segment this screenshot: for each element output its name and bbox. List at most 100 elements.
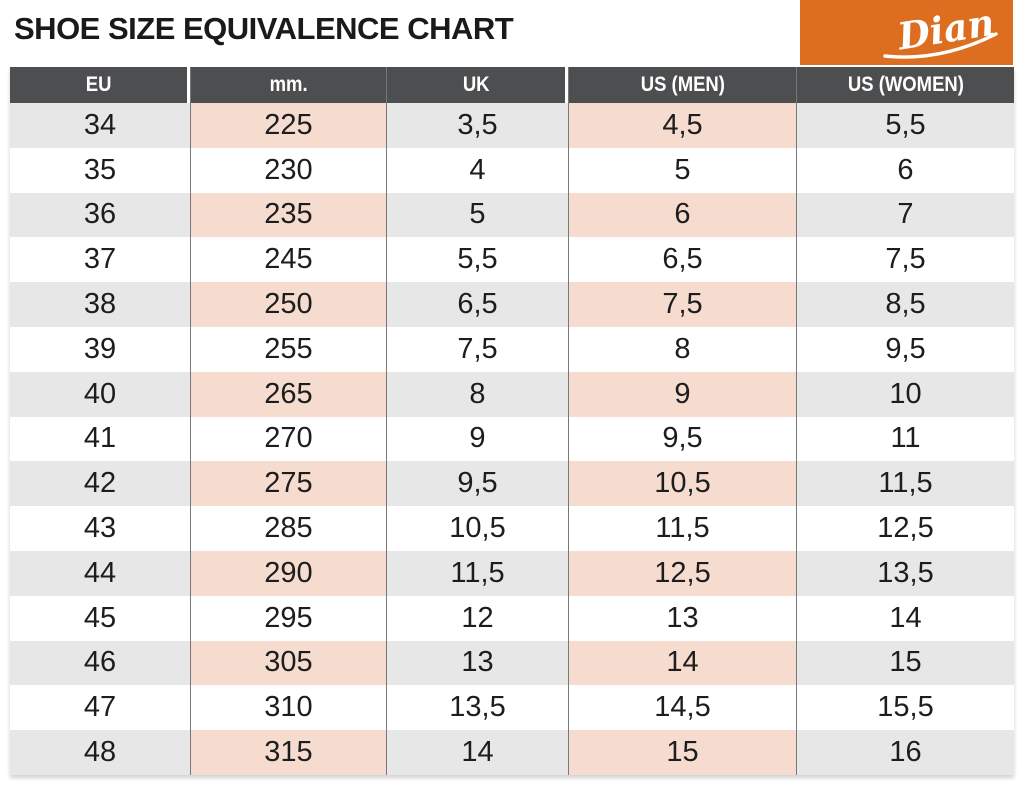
table-body: 34 225 3,5 4,5 5,5 35 230 4 5 6 36 235 5 6 7 37 245 5,5 6,… xyxy=(10,103,1014,775)
table-cell: 13,5 xyxy=(387,685,568,731)
table-cell: 290 xyxy=(190,550,387,596)
table-cell: 5,5 xyxy=(387,237,568,283)
table-row-eu-43: 43 285 10,5 11,5 12,5 xyxy=(10,506,1014,551)
table-cell: 255 xyxy=(190,326,387,372)
table-row-eu-42: 42 275 9,5 10,5 11,5 xyxy=(10,461,1014,507)
table-cell: 245 xyxy=(190,237,387,283)
brand-logo: Dian xyxy=(800,0,1013,65)
table-cell: 12 xyxy=(387,595,568,641)
logo-script-text: Dian xyxy=(894,0,998,59)
table-cell: 9,5 xyxy=(797,326,1014,372)
table-cell: 14,5 xyxy=(568,685,797,731)
table-cell: 13,5 xyxy=(797,550,1014,596)
table-cell: 9,5 xyxy=(568,416,797,462)
table-cell: 8 xyxy=(568,326,797,372)
table-cell: 42 xyxy=(10,461,190,507)
table-cell: 6 xyxy=(568,192,797,238)
table-row-eu-46: 46 305 13 14 15 xyxy=(10,640,1014,686)
table-cell: 44 xyxy=(10,550,190,596)
table-row-eu-44: 44 290 11,5 12,5 13,5 xyxy=(10,550,1014,596)
column-header-label: EU xyxy=(85,73,112,96)
table-cell: 4,5 xyxy=(568,103,797,148)
table-cell: 15,5 xyxy=(797,685,1014,731)
table-cell: 16 xyxy=(797,730,1014,775)
column-header-label: US (WOMEN) xyxy=(847,73,964,96)
table-cell: 305 xyxy=(190,640,387,686)
table-cell: 3,5 xyxy=(387,103,568,148)
table-cell: 9 xyxy=(568,371,797,417)
column-header-label: mm. xyxy=(269,73,308,96)
table-cell: 225 xyxy=(190,103,387,148)
table-cell: 7,5 xyxy=(387,326,568,372)
table-cell: 35 xyxy=(10,147,190,193)
table-row-eu-40: 40 265 8 9 10 xyxy=(10,371,1014,417)
table-cell: 285 xyxy=(190,506,387,551)
table-cell: 7 xyxy=(797,192,1014,238)
column-header-label: UK xyxy=(462,73,490,96)
table-row-eu-45: 45 295 12 13 14 xyxy=(10,595,1014,641)
table-cell: 14 xyxy=(568,640,797,686)
table-cell: 9,5 xyxy=(387,461,568,507)
table-cell: 14 xyxy=(797,595,1014,641)
table-cell: 41 xyxy=(10,416,190,462)
table-cell: 15 xyxy=(797,640,1014,686)
column-header-uk: UK xyxy=(387,67,568,103)
table-cell: 5 xyxy=(387,192,568,238)
size-equivalence-table: EU mm. UK US (MEN) US (WOMEN) 34 225 3,5 4,5 5,5… xyxy=(10,67,1014,775)
table-cell: 295 xyxy=(190,595,387,641)
table-cell: 40 xyxy=(10,371,190,417)
table-cell: 11,5 xyxy=(797,461,1014,507)
table-row-eu-47: 47 310 13,5 14,5 15,5 xyxy=(10,685,1014,731)
table-cell: 48 xyxy=(10,730,190,775)
table-cell: 310 xyxy=(190,685,387,731)
table-cell: 7,5 xyxy=(568,282,797,327)
table-cell: 270 xyxy=(190,416,387,462)
table-cell: 34 xyxy=(10,103,190,148)
table-cell: 250 xyxy=(190,282,387,327)
table-cell: 12,5 xyxy=(797,506,1014,551)
dian-logo-icon: Dian xyxy=(883,0,998,59)
logo-underline-flourish xyxy=(883,32,998,59)
table-cell: 46 xyxy=(10,640,190,686)
table-cell: 8,5 xyxy=(797,282,1014,327)
table-cell: 10,5 xyxy=(387,506,568,551)
table-cell: 38 xyxy=(10,282,190,327)
table-row-eu-48: 48 315 14 15 16 xyxy=(10,730,1014,775)
table-row-eu-34: 34 225 3,5 4,5 5,5 xyxy=(10,103,1014,148)
table-cell: 13 xyxy=(387,640,568,686)
table-cell: 11,5 xyxy=(387,550,568,596)
table-cell: 230 xyxy=(190,147,387,193)
table-cell: 36 xyxy=(10,192,190,238)
table-cell: 315 xyxy=(190,730,387,775)
table-cell: 10 xyxy=(797,371,1014,417)
table-row-eu-37: 37 245 5,5 6,5 7,5 xyxy=(10,237,1014,283)
table-cell: 235 xyxy=(190,192,387,238)
table-cell: 15 xyxy=(568,730,797,775)
table-cell: 8 xyxy=(387,371,568,417)
table-cell: 6,5 xyxy=(387,282,568,327)
table-cell: 11 xyxy=(797,416,1014,462)
column-header-us-women: US (WOMEN) xyxy=(797,67,1014,103)
column-header-eu: EU xyxy=(10,67,190,103)
column-header-label: US (MEN) xyxy=(640,73,725,96)
table-cell: 5,5 xyxy=(797,103,1014,148)
table-cell: 6,5 xyxy=(568,237,797,283)
column-header-mm: mm. xyxy=(190,67,387,103)
table-cell: 43 xyxy=(10,506,190,551)
table-cell: 6 xyxy=(797,147,1014,193)
column-header-us-men: US (MEN) xyxy=(568,67,797,103)
table-cell: 275 xyxy=(190,461,387,507)
table-cell: 47 xyxy=(10,685,190,731)
table-cell: 14 xyxy=(387,730,568,775)
table-cell: 5 xyxy=(568,147,797,193)
table-cell: 9 xyxy=(387,416,568,462)
table-row-eu-38: 38 250 6,5 7,5 8,5 xyxy=(10,282,1014,327)
table-cell: 12,5 xyxy=(568,550,797,596)
table-cell: 13 xyxy=(568,595,797,641)
table-cell: 7,5 xyxy=(797,237,1014,283)
table-row-eu-39: 39 255 7,5 8 9,5 xyxy=(10,326,1014,372)
table-cell: 39 xyxy=(10,326,190,372)
table-cell: 45 xyxy=(10,595,190,641)
table-cell: 265 xyxy=(190,371,387,417)
page-title: SHOE SIZE EQUIVALENCE CHART xyxy=(14,11,514,46)
